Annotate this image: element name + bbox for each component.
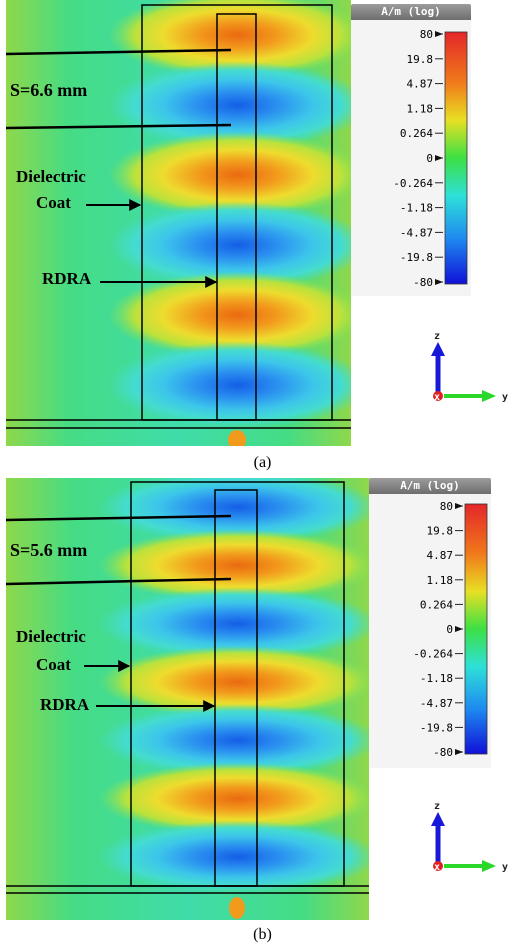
spacing-pointer-bottom xyxy=(6,577,232,586)
color-scale-bar xyxy=(444,31,468,285)
spacing-pointer-top xyxy=(6,48,232,56)
legend-unit: A/m (log) xyxy=(369,478,491,494)
spacing-label: S=6.6 mm xyxy=(10,80,87,100)
z-axis-label: z xyxy=(434,801,440,812)
color-scale-tick-label: 0.264 xyxy=(400,127,433,140)
color-scale-tick-label: 80 xyxy=(420,28,433,41)
color-scale-tick-label: 80 xyxy=(440,500,453,513)
legend-panel-a: A/m (log) 80 19.8 4.87 1.18 0.264 0 -0.264 -1.1… xyxy=(351,4,471,296)
color-scale-bar xyxy=(464,503,488,755)
color-scale-marker xyxy=(455,749,463,755)
x-axis-dot xyxy=(433,391,443,401)
field-lobes xyxy=(108,0,351,429)
color-scale-tick-label: -80 xyxy=(433,746,453,759)
color-scale-tick-label: 4.87 xyxy=(427,549,454,562)
color-scale-tick-label: -4.87 xyxy=(400,226,433,239)
feed-spot xyxy=(229,897,245,919)
color-scale-marker xyxy=(455,503,463,509)
dielectric-coat-label-line1: Dielectric xyxy=(16,627,86,646)
spacing-label: S=5.6 mm xyxy=(10,540,87,560)
feed-spot xyxy=(228,430,246,446)
color-scale-tick-label: -0.264 xyxy=(413,648,453,661)
color-scale-marker xyxy=(455,626,463,632)
field-lobe-cool xyxy=(108,341,351,429)
x-axis-label: x xyxy=(434,392,440,403)
field-lobe-warm xyxy=(98,762,369,835)
color-scale-tick-label: -19.8 xyxy=(420,721,453,734)
field-lobes xyxy=(98,478,369,893)
color-scale-tick-label: -19.8 xyxy=(400,251,433,264)
caption-a: (a) xyxy=(253,454,272,471)
color-scale-a: 80 19.8 4.87 1.18 0.264 0 -0.264 -1.18 -4.87 -19.… xyxy=(393,28,468,289)
dielectric-coat-label-line2: Coat xyxy=(36,193,71,212)
color-scale-ticks: 80 19.8 4.87 1.18 0.264 0 -0.264 -1.18 -4.87 -19.… xyxy=(393,28,443,289)
field-lobe-warm xyxy=(108,0,351,79)
axes-triad-a: z x y xyxy=(420,330,520,410)
color-scale-ticks: 80 19.8 4.87 1.18 0.264 0 -0.264 -1.18 -4.87 -19.… xyxy=(413,500,463,759)
y-axis-label: y xyxy=(502,862,508,873)
color-scale-b: 80 19.8 4.87 1.18 0.264 0 -0.264 -1.18 -4.87 -19.… xyxy=(413,500,488,759)
z-axis-head xyxy=(431,342,445,356)
color-scale-tick-label: -1.18 xyxy=(400,202,433,215)
color-scale-marker xyxy=(435,31,443,37)
axes-triad-b: z x y xyxy=(420,800,520,880)
legend-panel-b: A/m (log) 80 19.8 4.87 1.18 0.264 0 -0.264 -1.1… xyxy=(369,478,491,768)
color-scale-tick-label: 0 xyxy=(446,623,453,636)
rdra-label: RDRA xyxy=(40,695,90,714)
color-scale-tick-label: -80 xyxy=(413,276,433,289)
rdra-label: RDRA xyxy=(42,269,92,288)
color-scale-marker xyxy=(435,279,443,285)
z-axis-head xyxy=(431,812,445,826)
field-lobe-warm xyxy=(98,645,369,719)
field-plot-b: S=5.6 mm Dielectric Coat RDRA xyxy=(6,478,369,920)
color-scale-tick-label: 1.18 xyxy=(407,102,434,115)
field-lobe-cool xyxy=(108,201,351,289)
color-scale-tick-label: 0 xyxy=(426,152,433,165)
y-axis-label: y xyxy=(502,392,508,403)
z-axis-label: z xyxy=(434,331,440,342)
y-axis-head xyxy=(482,860,496,872)
y-axis-head xyxy=(482,390,496,402)
field-plot-a: S=6.6 mm Dielectric Coat RDRA xyxy=(6,0,351,446)
field-lobe-warm xyxy=(108,131,351,219)
color-scale-tick-label: 19.8 xyxy=(427,525,454,538)
color-scale-marker xyxy=(435,155,443,161)
color-scale-tick-label: 19.8 xyxy=(407,53,434,66)
spacing-pointer-top xyxy=(6,514,232,522)
color-scale-tick-label: 4.87 xyxy=(407,78,434,91)
dielectric-coat-label-line2: Coat xyxy=(36,655,71,674)
field-lobe-warm xyxy=(108,271,351,359)
color-scale-tick-label: 1.18 xyxy=(427,574,454,587)
field-lobe-cool xyxy=(98,820,369,893)
color-scale-tick-label: 0.264 xyxy=(420,598,453,611)
field-lobe-cool xyxy=(98,478,369,544)
x-axis-dot xyxy=(433,861,443,871)
field-lobe-cool xyxy=(98,587,369,660)
legend-unit: A/m (log) xyxy=(351,4,471,20)
panel-a: S=6.6 mm Dielectric Coat RDRA A/m (log) … xyxy=(6,0,520,471)
caption-b: (b) xyxy=(253,926,272,943)
color-scale-tick-label: -1.18 xyxy=(420,672,453,685)
spacing-pointer-bottom xyxy=(6,123,232,130)
x-axis-label: x xyxy=(434,862,440,873)
color-scale-tick-label: -0.264 xyxy=(393,177,433,190)
field-lobe-warm xyxy=(98,529,369,602)
panel-b: S=5.6 mm Dielectric Coat RDRA A/m (log) … xyxy=(0,478,525,949)
dielectric-coat-label-line1: Dielectric xyxy=(16,167,86,186)
field-lobe-cool xyxy=(98,704,369,777)
color-scale-tick-label: -4.87 xyxy=(420,697,453,710)
